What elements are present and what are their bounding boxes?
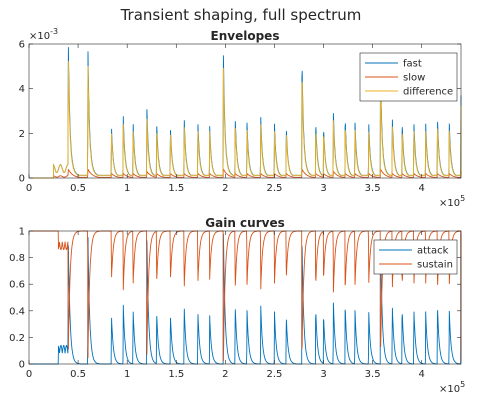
y-exponent-label: ×10-3 [29, 27, 58, 42]
envelopes-panel: Envelopes 0 0.5 1 1.5 2 2.5 3 3.5 4 ×105 0 2 4 6 ×10-3… [19, 27, 466, 209]
y-tick-label: 0.8 [9, 253, 25, 264]
x-tick-label: 4 [419, 369, 425, 380]
x-tick-label: 1.5 [168, 183, 184, 194]
envelopes-title: Envelopes [211, 29, 280, 43]
x-tick-label: 2 [222, 183, 228, 194]
axes-box [28, 230, 462, 365]
x-tick-label: 3.5 [365, 183, 381, 194]
y-tick-label: 6 [19, 40, 25, 51]
x-tick-label: 0 [26, 369, 32, 380]
x-tick-label: 1 [124, 369, 130, 380]
x-tick-label: 3 [320, 183, 326, 194]
x-tick-label: 0.5 [70, 369, 86, 380]
x-tick-label: 0.5 [70, 183, 86, 194]
x-tick-label: 4 [419, 183, 425, 194]
x-tick-label: 3.5 [365, 369, 381, 380]
y-tick-label: 0.4 [9, 306, 25, 317]
envelopes-legend: fast slow difference [359, 52, 458, 102]
legend-label-fast: fast [403, 59, 422, 70]
y-tick-label: 4 [19, 84, 25, 95]
x-exponent-label: ×105 [439, 194, 465, 209]
y-tick-label: 0.6 [9, 280, 25, 291]
x-tick-label: 1.5 [168, 369, 184, 380]
x-tick-label: 2.5 [267, 369, 283, 380]
gain-curves-axes: 0 0.5 1 1.5 2 2.5 3 3.5 4 ×105 0 0.2 0.4 0.6 0.8 1 [9, 227, 465, 396]
y-tick-label: 0 [19, 174, 25, 185]
series-line-difference [29, 61, 462, 179]
series-line-slow [29, 167, 462, 179]
legend-label-slow: slow [403, 73, 425, 84]
x-tick-label: 1 [124, 183, 130, 194]
y-tick-label: 0.2 [9, 333, 25, 344]
y-tick-label: 1 [19, 227, 25, 238]
legend-label-sustain: sustain [417, 260, 453, 271]
gain-curves-title: Gain curves [205, 216, 284, 230]
gain-curves-panel: Gain curves 0 0.5 1 1.5 2 2.5 3 3.5 4 ×105 0 0.2 0.4… [9, 216, 465, 395]
gain-curves-legend: attack sustain [373, 239, 458, 275]
figure-title: Transient shaping, full spectrum [120, 6, 362, 24]
x-exponent-label: ×105 [439, 380, 465, 395]
legend-box [373, 239, 458, 275]
x-tick-label: 0 [26, 183, 32, 194]
y-tick-label: 0 [19, 360, 25, 371]
x-tick-label: 2 [222, 369, 228, 380]
legend-label-attack: attack [417, 246, 449, 257]
x-tick-label: 2.5 [267, 183, 283, 194]
legend-label-difference: difference [403, 87, 453, 98]
axes-box [28, 43, 462, 179]
x-tick-label: 3 [320, 369, 326, 380]
y-tick-label: 2 [19, 129, 25, 140]
